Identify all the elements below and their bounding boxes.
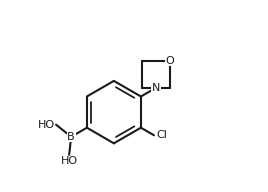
Text: HO: HO bbox=[61, 156, 78, 166]
Text: Cl: Cl bbox=[156, 130, 167, 140]
Text: O: O bbox=[165, 56, 174, 66]
Text: HO: HO bbox=[38, 120, 55, 130]
Text: N: N bbox=[151, 83, 160, 93]
Text: B: B bbox=[67, 132, 75, 142]
